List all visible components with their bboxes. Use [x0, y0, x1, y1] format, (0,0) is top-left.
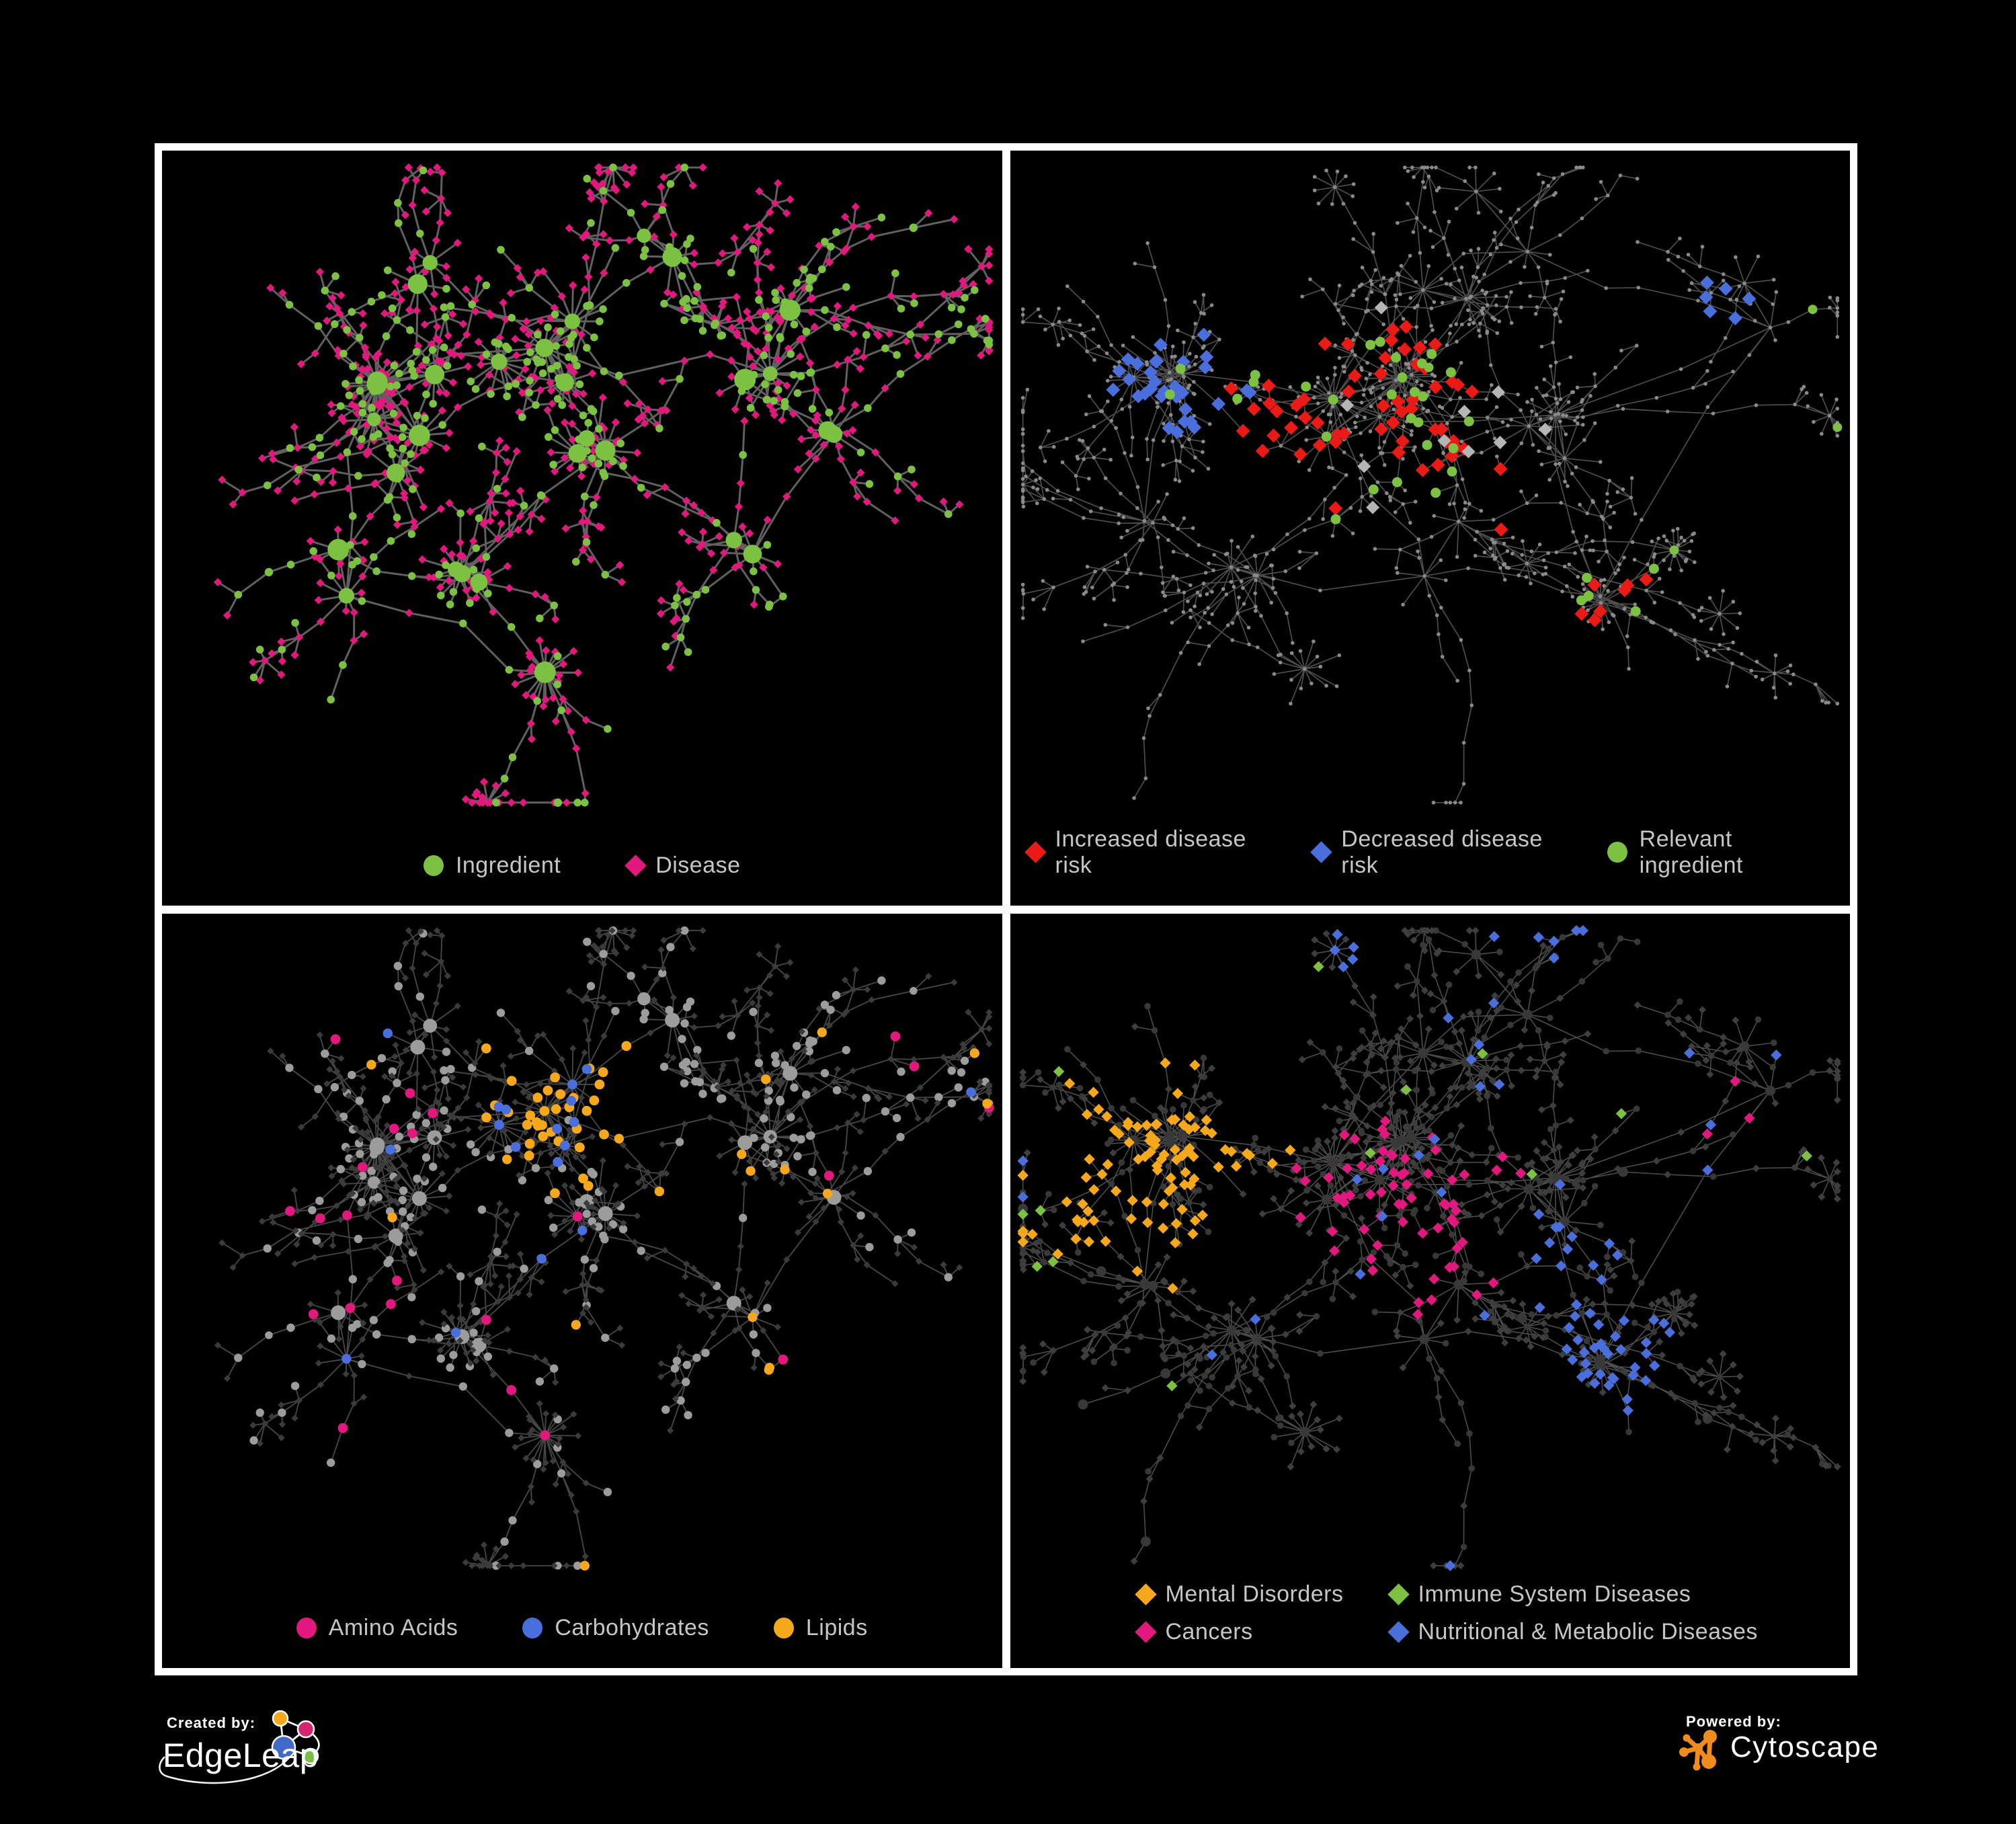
edgeleap-node-magenta	[296, 1720, 315, 1739]
edgeleap-logo-glyph	[159, 1710, 320, 1784]
network-nodes	[213, 163, 994, 807]
legend-label-carbohydrates: Carbohydrates	[555, 1615, 709, 1640]
legend-label-cancers: Cancers	[1165, 1618, 1253, 1644]
legend-label-mental-disorders: Mental Disorders	[1165, 1581, 1344, 1607]
network-edges	[1022, 167, 1838, 803]
panel-macronutrients: Amino Acids Carbohydrates Lipids	[162, 913, 1002, 1668]
legend-disease-risk: Increased disease risk Decreased disease…	[1010, 826, 1851, 879]
powered-by-block: Powered by: Cytoscape	[1674, 1706, 1997, 1794]
legend-item-lipids: Lipids	[773, 1615, 868, 1641]
legend-item-decreased-risk: Decreased disease risk	[1310, 826, 1577, 879]
legend-item-carbohydrates: Carbohydrates	[522, 1615, 709, 1641]
legend-item-mental-disorders: Mental Disorders	[1134, 1581, 1388, 1608]
created-by-caption: Created by:	[167, 1714, 256, 1731]
panel-disease-risk: Increased disease risk Decreased disease…	[1010, 151, 1851, 906]
legend-item-relevant-ingredient: Relevant ingredient	[1607, 826, 1835, 879]
legend-label-relevant-ingredient: Relevant ingredient	[1639, 826, 1743, 878]
legend-item-cancers: Cancers	[1134, 1618, 1388, 1645]
network-nodes	[1020, 165, 1839, 805]
legend-label-decreased-risk: Decreased disease risk	[1341, 826, 1543, 878]
amino-acids-circle-swatch	[296, 1618, 317, 1638]
cytoscape-logo-nodes	[1679, 1730, 1717, 1771]
network-disease-risk-graph	[1020, 165, 1842, 805]
legend-macronutrients: Amino Acids Carbohydrates Lipids	[162, 1615, 1002, 1641]
network-nodes	[1017, 1057, 1295, 1294]
legend-label-amino-acids: Amino Acids	[328, 1615, 458, 1640]
edgeleap-node-orange	[272, 1710, 289, 1727]
network-macronutrients-graph	[214, 926, 994, 1571]
network-edges	[1022, 929, 1838, 1567]
legend-item-increased-risk: Increased disease risk	[1024, 826, 1282, 879]
legend-item-ingredient: Ingredient	[423, 852, 561, 879]
legend-label-ingredient: Ingredient	[455, 852, 561, 878]
network-nodes	[1017, 926, 1841, 1550]
nutritional-metabolic-diamond-swatch	[1387, 1620, 1410, 1643]
disease-diamond-swatch	[624, 854, 647, 877]
legend-label-increased-risk: Increased disease risk	[1055, 826, 1246, 878]
legend-label-disease: Disease	[655, 852, 741, 878]
ingredient-circle-swatch	[423, 855, 444, 876]
decreased-risk-diamond-swatch	[1310, 841, 1333, 863]
legend-item-nutritional-metabolic: Nutritional & Metabolic Diseases	[1387, 1618, 1758, 1645]
relevant-ingredient-circle-swatch	[1607, 842, 1627, 863]
network-disease-categories-graph	[1017, 924, 1841, 1571]
panel-grid: Ingredient Disease Increased disease ris…	[155, 143, 1857, 1675]
legend-item-disease: Disease	[624, 852, 741, 879]
network-nodes	[214, 926, 993, 1569]
legend-item-amino-acids: Amino Acids	[296, 1615, 458, 1641]
increased-risk-diamond-swatch	[1024, 841, 1047, 863]
lipids-circle-swatch	[773, 1618, 794, 1638]
network-nodes	[234, 163, 994, 807]
legend-ingredient-disease: Ingredient Disease	[162, 852, 1002, 879]
panel-ingredient-disease: Ingredient Disease	[162, 151, 1002, 906]
edgeleap-node-blue	[271, 1735, 296, 1760]
legend-disease-categories: Mental Disorders Immune System Diseases …	[1134, 1575, 1758, 1651]
legend-label-nutritional-metabolic: Nutritional & Metabolic Diseases	[1418, 1618, 1758, 1644]
immune-diseases-diamond-swatch	[1387, 1583, 1410, 1605]
legend-label-immune-diseases: Immune System Diseases	[1418, 1581, 1691, 1607]
carbohydrates-circle-swatch	[522, 1618, 543, 1638]
legend-item-immune-diseases: Immune System Diseases	[1387, 1581, 1758, 1608]
panel-disease-categories: Mental Disorders Immune System Diseases …	[1010, 913, 1850, 1668]
cytoscape-wordmark: Cytoscape	[1730, 1731, 1880, 1763]
edgeleap-node-green	[302, 1747, 319, 1765]
network-nodes	[234, 926, 994, 1570]
network-nodes	[1164, 305, 1842, 617]
edgeleap-swoosh	[159, 1755, 292, 1784]
cytoscape-logo-glyph	[1679, 1730, 1717, 1771]
powered-by-caption: Powered by:	[1686, 1713, 1781, 1730]
mental-disorders-diamond-swatch	[1134, 1583, 1157, 1605]
created-by-block: Created by: EdgeLeap	[153, 1706, 476, 1824]
network-nodes	[1018, 926, 1841, 1569]
cancers-diamond-swatch	[1134, 1620, 1157, 1643]
legend-label-lipids: Lipids	[805, 1615, 868, 1640]
edgeleap-wordmark: EdgeLeap	[163, 1737, 319, 1774]
network-ingredient-disease-graph	[213, 163, 994, 807]
